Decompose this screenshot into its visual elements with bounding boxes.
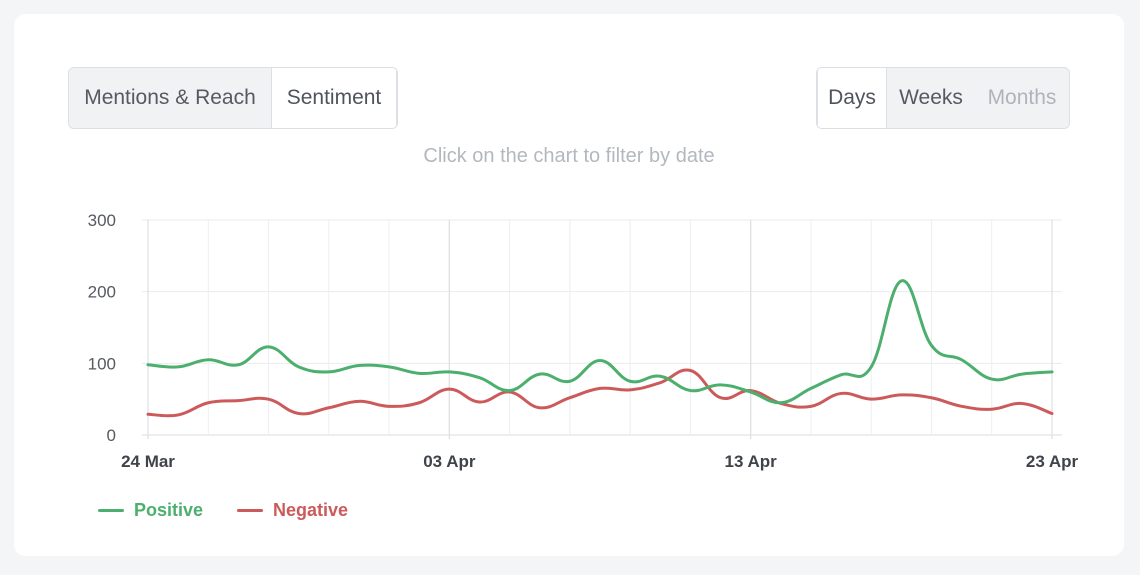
legend-label-negative: Negative xyxy=(273,500,349,520)
x-tick-label: 03 Apr xyxy=(423,452,476,471)
series-line-positive xyxy=(146,279,1054,405)
sentiment-line-chart[interactable]: 0 100 200 300 24 Mar 03 Apr 13 Apr 23 Apr xyxy=(14,14,1124,494)
y-tick-label: 300 xyxy=(88,211,116,230)
x-tick-label: 24 Mar xyxy=(121,452,175,471)
tab-months[interactable]: Months xyxy=(987,86,1057,109)
legend-swatch-negative xyxy=(237,509,264,512)
tab-sentiment[interactable]: Sentiment xyxy=(271,68,397,128)
chart-legend: Positive Negative xyxy=(98,500,348,521)
tab-days[interactable]: Days xyxy=(817,68,887,128)
legend-item-negative[interactable]: Negative xyxy=(237,500,348,521)
legend-label-positive: Positive xyxy=(134,500,204,520)
sentiment-card: Mentions & Reach Sentiment Days Weeks Mo… xyxy=(14,14,1124,556)
legend-swatch-positive xyxy=(98,509,124,512)
series-line-negative xyxy=(146,368,1054,418)
x-axis: 24 Mar 03 Apr 13 Apr 23 Apr xyxy=(121,452,1078,471)
y-tick-label: 0 xyxy=(107,426,116,445)
metric-tabs: Mentions & Reach Sentiment xyxy=(68,67,398,129)
series-lines xyxy=(146,279,1054,418)
chart-hint: Click on the chart to filter by date xyxy=(423,145,715,167)
granularity-tabs: Days Weeks Months xyxy=(816,67,1070,129)
y-tick-label: 100 xyxy=(88,354,116,373)
y-axis: 0 100 200 300 xyxy=(88,211,116,445)
tab-weeks[interactable]: Weeks xyxy=(899,86,963,109)
y-tick-label: 200 xyxy=(88,283,116,302)
x-tick-label: 23 Apr xyxy=(1026,452,1079,471)
legend-item-positive[interactable]: Positive xyxy=(98,500,203,521)
tab-mentions-reach[interactable]: Mentions & Reach xyxy=(84,86,256,109)
x-tick-label: 13 Apr xyxy=(725,452,778,471)
